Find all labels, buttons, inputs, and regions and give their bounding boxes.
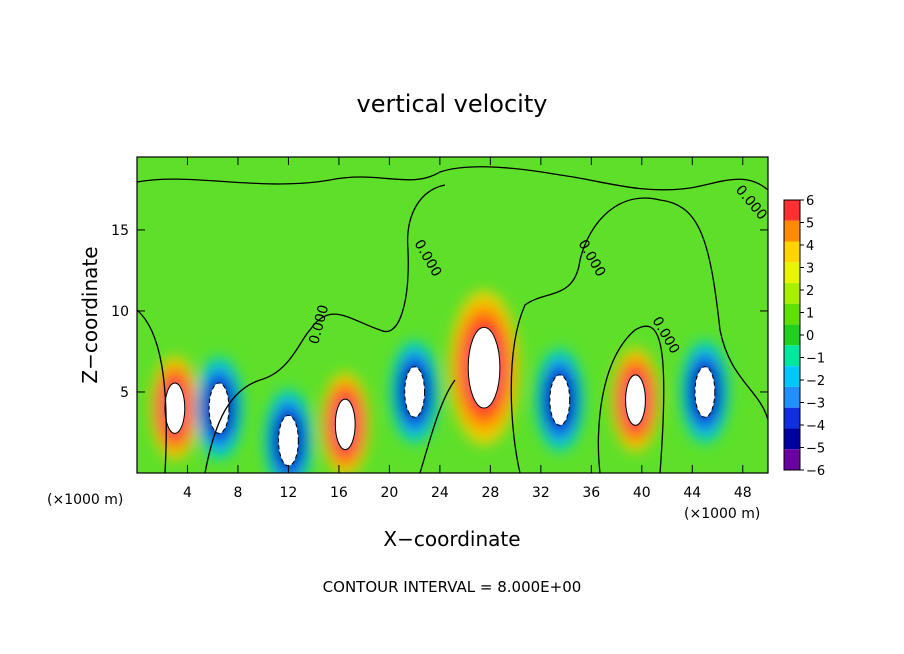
x-units-left: (×1000 m) — [47, 492, 123, 508]
x-tick-label: 44 — [683, 485, 701, 501]
colorbar: 6 5 4 3 2 1 0 −1 −2 −3 −4 −5 −6 — [783, 194, 825, 479]
x-tick-label: 4 — [183, 485, 192, 501]
x-tick-label: 16 — [330, 485, 348, 501]
colorbar-tick-label: −4 — [806, 419, 825, 434]
downdraft-core — [208, 382, 230, 434]
y-axis-label: Z−coordinate — [78, 246, 102, 383]
colorbar-swatch — [784, 449, 800, 470]
colorbar-tick-label: −6 — [806, 464, 825, 479]
colorbar-swatch — [784, 407, 800, 429]
colorbar-swatch — [784, 324, 800, 346]
x-tick-label: 40 — [633, 485, 651, 501]
colorbar-swatch — [784, 366, 800, 387]
x-tick-label: 32 — [532, 485, 550, 501]
chart-title: vertical velocity — [357, 90, 548, 118]
colorbar-tick-label: 6 — [806, 194, 814, 209]
downdraft-core — [278, 414, 299, 467]
colorbar-swatch — [784, 386, 800, 408]
y-tick-label: 5 — [120, 385, 129, 401]
colorbar-tick-label: −5 — [806, 442, 825, 457]
colorbar-tick-label: −3 — [806, 397, 825, 412]
colorbar-tick-label: 4 — [806, 239, 814, 254]
zero-contour-line — [204, 184, 446, 473]
zero-contour-line — [419, 379, 456, 473]
downdraft-core — [694, 366, 716, 418]
colorbar-tick-label: 1 — [806, 307, 814, 322]
updraft-core — [164, 382, 186, 434]
colorbar-tick-label: 2 — [806, 284, 814, 299]
updraft-core — [334, 398, 356, 451]
x-tick-label: 48 — [734, 485, 752, 501]
colorbar-swatch — [784, 200, 800, 221]
x-tick-label: 8 — [233, 485, 242, 501]
colorbar-tick-label: −2 — [806, 374, 825, 389]
x-tick-label: 20 — [380, 485, 398, 501]
colorbar-swatch — [784, 241, 800, 263]
x-tick-label: 36 — [582, 485, 600, 501]
plot-frame — [136, 156, 769, 474]
contour-interval-note: CONTOUR INTERVAL = 8.000E+00 — [323, 578, 582, 596]
colorbar-swatch — [784, 303, 800, 325]
y-axis-ticks: 5 10 15 — [111, 223, 768, 401]
downdraft-core — [404, 366, 426, 418]
x-axis-label: X−coordinate — [383, 527, 520, 551]
colorbar-tick-label: 0 — [806, 329, 814, 344]
x-tick-label: 24 — [431, 485, 449, 501]
zero-contour-line — [137, 166, 768, 191]
zero-contour-line — [597, 325, 665, 473]
colorbar-swatch — [784, 283, 800, 304]
y-tick-label: 15 — [111, 223, 129, 239]
colorbar-swatch — [784, 220, 800, 242]
colorbar-swatch — [784, 345, 800, 367]
updraft-core — [467, 326, 501, 409]
plot-area — [137, 157, 768, 473]
zero-contour-line — [510, 197, 768, 473]
y-tick-label: 10 — [111, 304, 129, 320]
colorbar-swatch — [784, 428, 800, 450]
x-units-right: (×1000 m) — [684, 506, 760, 522]
x-tick-label: 28 — [481, 485, 499, 501]
velocity-cores — [164, 326, 716, 467]
zero-contours — [137, 166, 768, 473]
downdraft-core — [549, 374, 571, 426]
colorbar-tick-label: −1 — [806, 352, 825, 367]
updraft-core — [625, 374, 646, 426]
colorbar-tick-label: 5 — [806, 217, 814, 232]
x-tick-label: 12 — [280, 485, 298, 501]
colorbar-swatch — [784, 262, 800, 284]
x-axis-ticks: 4 8 12 16 20 24 28 32 36 40 44 48 — [183, 157, 752, 501]
colorbar-tick-label: 3 — [806, 262, 814, 277]
zero-contour-line — [137, 309, 167, 473]
